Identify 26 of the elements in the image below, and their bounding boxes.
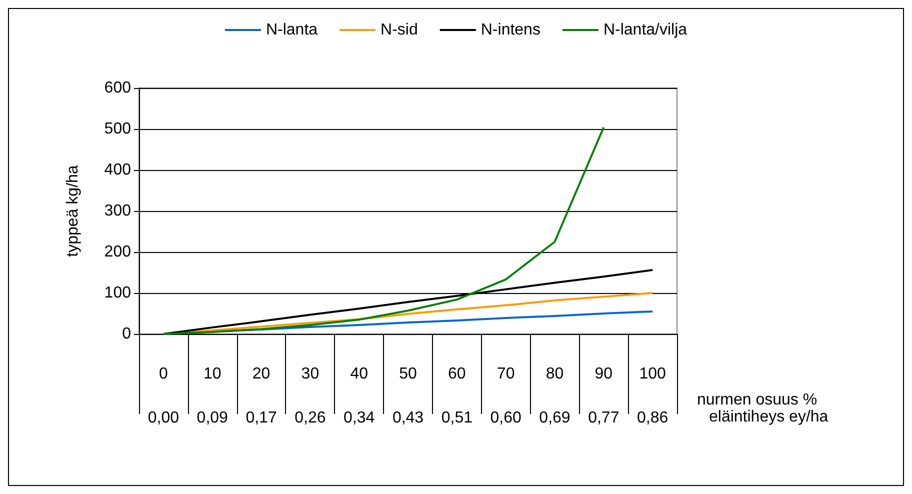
legend-label: N-lanta <box>266 22 318 38</box>
category-label: 10 0,09 <box>196 366 228 426</box>
x-axis-title: nurmen osuus % <box>697 392 818 408</box>
text: eläintiheys ey/ha <box>709 408 828 426</box>
line-series <box>162 126 605 335</box>
legend-label: N-intens <box>480 22 540 38</box>
category-label: 100 0,86 <box>636 366 668 426</box>
legend-label: N-sid <box>380 22 418 38</box>
y-tick-label: 500 <box>104 120 132 138</box>
category-label: 60 0,51 <box>441 366 472 426</box>
y-axis-title: typpeä kg/ha <box>64 165 82 257</box>
y-tick-label: 400 <box>104 162 132 178</box>
category-label: 80 0,69 <box>539 366 570 426</box>
y-tick-label: 600 <box>104 80 132 96</box>
legend-label: N-lanta/vilja <box>603 22 688 38</box>
y-tick-label: 0 <box>122 326 132 342</box>
category-label: 30 0,26 <box>294 366 326 426</box>
y-tick-label: 300 <box>104 202 132 220</box>
category-label: 90 0,77 <box>588 366 620 426</box>
y-tick-label: 100 <box>104 284 132 302</box>
category-label: 0 0,00 <box>148 366 180 426</box>
category-label: 70 0,60 <box>490 366 522 426</box>
category-label: 20 0,17 <box>246 366 277 426</box>
category-label: 40 0,34 <box>344 366 375 426</box>
category-label: 50 0,43 <box>392 366 424 426</box>
y-tick-label: 200 <box>104 244 132 260</box>
